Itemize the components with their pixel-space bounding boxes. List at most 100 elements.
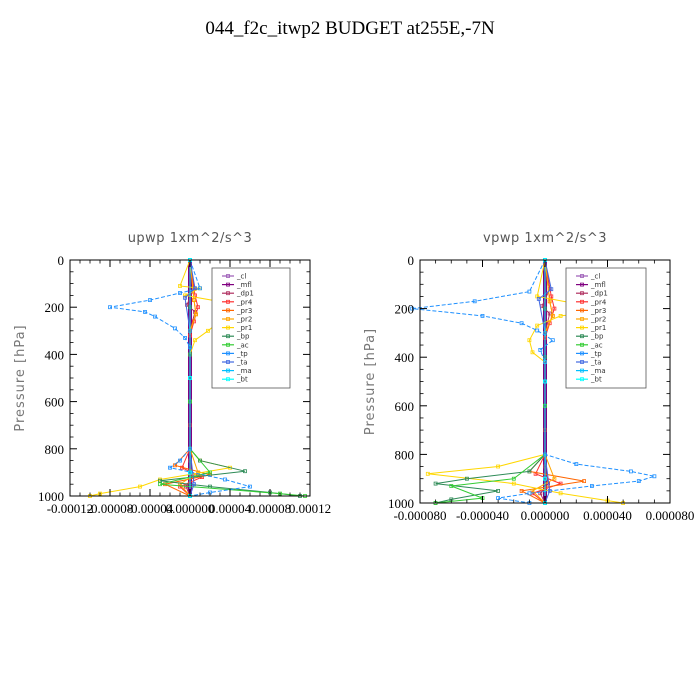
data-point-bt: [543, 476, 547, 481]
y-tick-label: 600: [45, 395, 65, 410]
legend-label: _bt: [236, 376, 248, 384]
legend-label: _dp1: [236, 290, 254, 298]
data-point-bp: [433, 481, 438, 486]
data-point-bt: [188, 376, 192, 380]
data-point-tp: [153, 314, 157, 319]
data-point-pr1: [183, 293, 187, 298]
legend-marker: [580, 360, 584, 364]
page-title: 044_f2c_itwp2 BUDGET at255E,-7N: [205, 18, 495, 39]
x-tick-label: -0.00004: [127, 501, 174, 516]
legend-label: _pr2: [236, 316, 252, 324]
legend-marker: [580, 351, 584, 356]
data-point-pr4: [549, 294, 554, 299]
data-point-tp: [574, 462, 579, 467]
legend-label: _tp: [236, 350, 248, 358]
legend-label: _bp: [236, 333, 250, 341]
legend-label: _cl: [236, 273, 246, 281]
x-tick-label: 0.00004: [209, 501, 252, 516]
legend-label: _cl: [590, 273, 600, 281]
legend-marker: [226, 299, 230, 304]
data-point-ac: [208, 470, 212, 475]
data-point-pr1: [530, 350, 535, 355]
data-point-pr4: [196, 305, 200, 310]
x-tick-label: 0.000080: [646, 508, 695, 523]
data-point-ac: [449, 484, 454, 488]
data-point-ta: [183, 295, 187, 300]
data-point-pr1: [558, 313, 563, 318]
data-point-tp: [248, 484, 252, 489]
data-point-pr2: [192, 298, 196, 303]
data-point-bt: [188, 470, 192, 475]
y-axis-label: Pressure [hPa]: [363, 328, 378, 435]
data-point-pr2: [550, 313, 555, 318]
data-point-pr1: [535, 323, 540, 328]
data-point-tp: [173, 326, 177, 331]
y-axis-label: Pressure [hPa]: [13, 324, 28, 431]
data-point-pr2: [530, 488, 535, 493]
data-point-tp: [636, 479, 641, 484]
x-tick-label: 0.00008: [249, 501, 291, 516]
series-line-ac: [435, 260, 546, 504]
data-point-pr3: [582, 479, 586, 484]
series-line-tp: [412, 259, 655, 504]
data-point-pr2: [552, 476, 557, 481]
legend-label: _dp1: [590, 290, 608, 298]
y-tick-label: 400: [395, 350, 415, 365]
data-point-bp: [158, 478, 162, 483]
data-point-pr1: [496, 464, 501, 469]
data-point-bp: [527, 469, 532, 474]
data-point-pr2: [194, 312, 198, 317]
data-point-tp: [178, 458, 182, 463]
legend-marker: [580, 282, 584, 287]
legend-label: _pr3: [236, 307, 252, 315]
series-line-tp: [109, 259, 251, 497]
legend-marker: [226, 282, 230, 287]
legend-label: _pr4: [236, 298, 253, 306]
y-tick-label: 0: [58, 253, 65, 268]
legend-marker: [226, 342, 230, 347]
y-tick-label: 200: [45, 300, 65, 315]
x-tick-label: -0.000040: [456, 508, 509, 523]
x-tick-label: 0.00012: [289, 501, 331, 516]
data-point-pr1: [178, 284, 182, 288]
y-tick-label: 600: [395, 399, 415, 414]
legend: _cl_mfl_dp1_pr4_pr3_pr2_pr1_bp_ac_tp_ta_…: [565, 267, 647, 389]
x-tick-label: -0.00008: [87, 501, 134, 516]
data-point-tp: [198, 286, 202, 291]
data-point-pr1: [193, 338, 197, 343]
y-tick-label: 1000: [388, 496, 414, 511]
legend-label: _mfl: [236, 281, 252, 289]
data-point-tp: [168, 465, 172, 470]
panel-title: vpwp 1xm^2/s^3: [483, 231, 607, 246]
legend-marker: [580, 368, 584, 373]
legend-label: _pr4: [590, 298, 607, 306]
data-point-tp: [178, 291, 182, 295]
y-tick-label: 200: [395, 302, 415, 317]
data-point-tp: [480, 313, 485, 318]
data-point-tp: [590, 484, 594, 488]
y-tick-label: 0: [408, 253, 415, 268]
x-tick-label: 0.000000: [521, 508, 570, 523]
y-tick-label: 800: [45, 442, 65, 457]
legend-marker: [226, 377, 230, 382]
legend-marker: [226, 274, 230, 278]
data-point-tp: [148, 298, 152, 303]
data-point-pr1: [558, 491, 563, 496]
data-point-tp: [538, 347, 543, 352]
y-tick-label: 1000: [38, 489, 64, 504]
data-point-tp: [183, 335, 187, 340]
x-tick-label: 0.000040: [583, 508, 632, 523]
legend-label: _tp: [590, 350, 602, 358]
data-point-tp: [472, 299, 477, 304]
legend-label: _pr1: [236, 324, 252, 332]
legend-marker: [580, 274, 584, 278]
data-point-tp: [527, 289, 532, 294]
data-point-tp: [652, 474, 657, 479]
legend-marker: [226, 360, 230, 364]
data-point-pr1: [138, 484, 142, 489]
legend-label: _mfl: [590, 281, 606, 289]
legend-marker: [226, 351, 230, 356]
legend-marker: [226, 291, 230, 296]
legend-marker: [580, 334, 584, 339]
data-point-pr1: [511, 481, 516, 486]
